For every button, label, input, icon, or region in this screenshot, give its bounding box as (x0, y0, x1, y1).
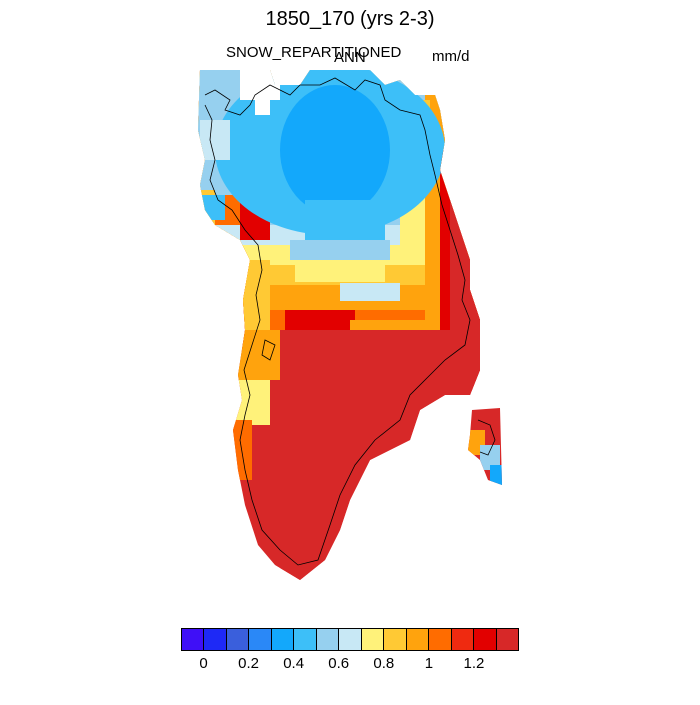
colorbar-swatch (339, 629, 362, 650)
colorbar-tick-label: 0.2 (238, 655, 260, 672)
colorbar-swatch (226, 629, 250, 650)
colorbar-tick-label: 1.2 (463, 655, 485, 672)
colorbar-swatch (294, 629, 317, 650)
colorbar-tick-label: 1 (424, 655, 434, 672)
coastline (204, 77, 496, 566)
colorbar-tick-label: 0.6 (328, 655, 350, 672)
colorbar-swatch (429, 629, 452, 650)
colorbar-swatch (271, 629, 295, 650)
colorbar (181, 628, 519, 651)
colorbar-swatch (316, 629, 340, 650)
snow-field (198, 70, 480, 580)
colorbar-swatch (384, 629, 407, 650)
colorbar-swatch (204, 629, 227, 650)
units-label: mm/d (432, 48, 470, 65)
island-field (468, 408, 502, 485)
colorbar-swatch (406, 629, 430, 650)
variable-name: SNOW_REPARTITIONED (226, 44, 402, 61)
colorbar-swatch (451, 629, 475, 650)
colorbar-swatch (249, 629, 272, 650)
season-label: ANN (334, 49, 366, 66)
colorbar-swatch (496, 629, 519, 650)
colorbar-swatch (361, 629, 385, 650)
plot-title: 1850_170 (yrs 2-3) (265, 8, 435, 30)
colorbar-swatch (182, 629, 205, 650)
colorbar-tick-label: 0.8 (373, 655, 395, 672)
colorbar-swatch (474, 629, 497, 650)
colorbar-tick-label: 0 (199, 655, 208, 672)
colorbar-tick-label: 0.4 (283, 655, 305, 672)
